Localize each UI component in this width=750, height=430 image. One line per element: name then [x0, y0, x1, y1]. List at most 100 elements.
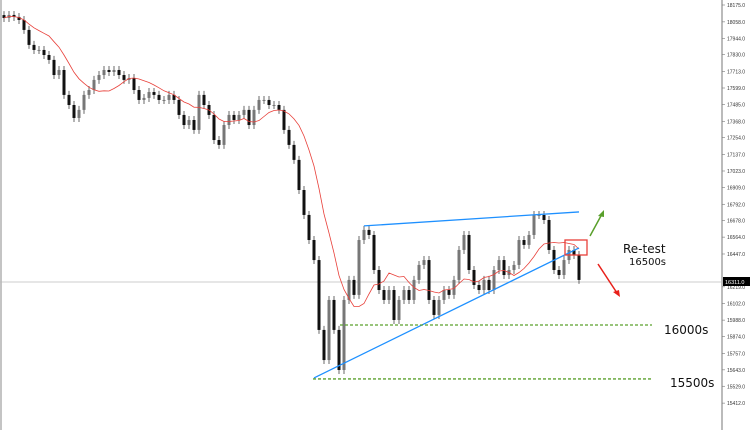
candle — [137, 86, 141, 104]
candle-body — [417, 264, 421, 280]
candle — [162, 95, 166, 104]
candle — [247, 105, 251, 130]
candle-body — [252, 109, 256, 126]
y-tick-label: 17944.0 — [727, 36, 745, 42]
candle-body — [407, 290, 411, 300]
candle — [27, 25, 31, 49]
candle-body — [197, 94, 201, 130]
candle — [32, 40, 36, 54]
candle-body — [302, 190, 306, 215]
down-arrow-icon — [597, 263, 620, 297]
candle-body — [137, 90, 141, 100]
candle — [17, 12, 21, 24]
support-label-15500: 15500s — [670, 376, 715, 390]
candle — [277, 101, 281, 114]
y-tick-label: 15757.0 — [727, 351, 745, 357]
y-tick-label: 15988.0 — [727, 318, 745, 324]
candle — [482, 275, 486, 295]
candle — [532, 210, 536, 239]
candle — [292, 140, 296, 164]
candle-body — [177, 99, 181, 115]
candle — [257, 95, 261, 114]
candle-body — [237, 114, 241, 120]
candle — [197, 90, 201, 134]
candle-body — [492, 269, 496, 291]
candle — [382, 286, 386, 304]
y-tick-label: 18058.0 — [727, 20, 745, 26]
candle-body — [167, 94, 171, 100]
candle — [437, 295, 441, 319]
candle — [117, 65, 121, 80]
candle-body — [497, 260, 501, 270]
candle-body — [172, 94, 176, 100]
y-tick-label: 16102.0 — [727, 302, 745, 308]
retest-level-label: 16500s — [629, 257, 667, 268]
candle — [447, 286, 451, 299]
candle — [92, 75, 96, 95]
y-tick-label: 15412.0 — [727, 401, 745, 407]
candle — [327, 295, 331, 365]
candle-body — [277, 105, 281, 110]
candle — [387, 286, 391, 304]
candles — [2, 10, 581, 374]
candle-body — [517, 240, 521, 265]
drawings — [313, 211, 652, 380]
candle-body — [402, 290, 406, 300]
candle-body — [287, 129, 291, 145]
candle-body — [522, 240, 526, 245]
candle-body — [327, 299, 331, 361]
candle-body — [257, 99, 261, 110]
candle — [267, 95, 271, 109]
trendline — [313, 247, 580, 379]
candle — [307, 210, 311, 245]
candle — [102, 65, 106, 80]
candle-body — [2, 15, 6, 18]
candle — [322, 325, 326, 365]
candle — [142, 93, 146, 104]
candle — [262, 95, 266, 104]
y-tick-label: 17713.0 — [727, 70, 745, 76]
y-tick-label: 16447.0 — [727, 252, 745, 258]
candle — [362, 225, 366, 245]
candle — [287, 125, 291, 149]
candle-body — [577, 255, 581, 280]
candle-body — [562, 260, 566, 276]
candle-body — [57, 69, 61, 76]
candle — [147, 88, 151, 102]
candle-body — [377, 269, 381, 291]
candle-body — [362, 229, 366, 241]
candle — [557, 265, 561, 280]
candle-body — [457, 249, 461, 280]
candle-body — [72, 105, 76, 118]
candle — [352, 275, 356, 299]
candle-body — [322, 329, 326, 361]
candle-body — [442, 290, 446, 300]
candle-body — [107, 69, 111, 73]
candle — [252, 105, 256, 130]
candle — [442, 286, 446, 304]
candle — [2, 11, 6, 22]
candle-body — [352, 279, 356, 295]
candle — [462, 230, 466, 254]
candle — [392, 286, 396, 324]
y-tick-label: 17368.0 — [727, 119, 745, 125]
candle — [342, 295, 346, 374]
candle — [172, 90, 176, 104]
candle-body — [37, 49, 41, 51]
candle-body — [397, 299, 401, 320]
candle-body — [232, 114, 236, 120]
candle-body — [477, 284, 481, 291]
y-tick-label: 17485.0 — [727, 102, 745, 108]
candle-body — [312, 240, 316, 261]
candle-body — [227, 114, 231, 126]
candle-body — [487, 279, 491, 291]
retest-label: Re-test — [623, 242, 666, 256]
candle-body — [122, 75, 126, 80]
current-price-badge — [723, 277, 750, 286]
candle — [372, 230, 376, 274]
candle-body — [317, 260, 321, 330]
candle-body — [532, 214, 536, 235]
up-arrow-icon — [589, 210, 604, 237]
y-tick-label: 18175.0 — [727, 3, 745, 9]
